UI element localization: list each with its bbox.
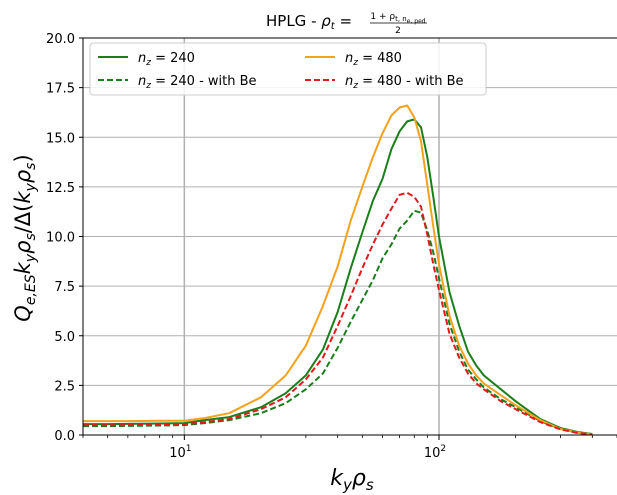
chart-title: HPLG - ρt = 1 + ρt, ne, ped 2 — [266, 12, 427, 36]
legend-entry-nz240-be: nz = 240 - with Be — [98, 74, 257, 91]
y-tick-label: 10.0 — [46, 231, 75, 246]
y-tick-label: 2.5 — [54, 379, 75, 394]
xlabel-rho-sub: s — [366, 476, 374, 494]
legend-label-nz240: nz = 240 — [138, 51, 195, 68]
ylabel-Q-sub: e,ES — [23, 274, 39, 305]
legend-label-nz480: nz = 480 — [345, 51, 402, 68]
series-line-3 — [83, 191, 593, 436]
legend-label-nz240-be: nz = 240 - with Be — [138, 74, 257, 91]
xlabel-rho: ρ — [352, 466, 366, 491]
ylabel-k-sub: y — [23, 253, 39, 263]
ylabel-Q: Q — [11, 305, 35, 322]
ticks-layer: 0.0 2.5 5.0 7.5 10.0 12.5 15.0 17.5 20.0 101 102 — [46, 32, 617, 461]
legend-entry-nz240: nz = 240 — [98, 51, 195, 68]
xlabel-k: k — [330, 466, 344, 491]
svg-text:1 + ρt, ne, ped: 1 + ρt, ne, ped — [370, 12, 425, 25]
legend-label-nz480-be: nz = 480 - with Be — [345, 74, 464, 91]
legend: nz = 240 nz = 240 - with Be nz = 480 nz … — [89, 42, 487, 96]
y-tick-label: 15.0 — [46, 131, 75, 146]
legend-entry-nz480: nz = 480 — [305, 51, 402, 68]
xlabel-k-sub: y — [342, 476, 353, 494]
ylabel-k2: k — [11, 191, 35, 204]
title-equals: = — [335, 12, 352, 30]
ylabel-rho: ρ — [11, 240, 35, 254]
title-prefix: HPLG - — [266, 12, 321, 30]
x-tick-label: 102 — [424, 444, 446, 461]
x-axis-label: kyρs — [330, 466, 374, 494]
title-rho: ρ — [321, 12, 331, 30]
ylabel-rho-sub: s — [23, 233, 39, 240]
series-layer — [83, 104, 593, 436]
title-denominator: 2 — [395, 26, 401, 36]
title-numerator: 1 + ρ — [370, 12, 395, 22]
ylabel-rho2-sub: s — [23, 163, 39, 170]
y-tick-label: 17.5 — [46, 82, 75, 97]
y-tick-label: 12.5 — [46, 181, 75, 196]
legend-entry-nz480-be: nz = 480 - with Be — [305, 74, 464, 91]
y-axis-label: Qe,ESkyρs/Δ(kyρs) — [11, 154, 39, 321]
series-line-0 — [83, 118, 593, 435]
y-tick-label: 20.0 — [46, 32, 75, 47]
title-rho-sub: t — [331, 21, 336, 32]
title-numerator-sub: t, n — [395, 15, 407, 23]
ylabel-end: ) — [11, 154, 35, 162]
y-tick-label: 7.5 — [54, 280, 75, 295]
y-tick-label: 5.0 — [54, 330, 75, 345]
series-line-2 — [83, 104, 593, 436]
y-tick-label: 0.0 — [54, 429, 75, 444]
ylabel-k2-sub: y — [23, 182, 39, 192]
title-numerator-subsub: e, ped — [407, 18, 426, 25]
ylabel-k: k — [11, 261, 35, 274]
legend-box — [89, 42, 487, 96]
ylabel-mid: /Δ( — [11, 204, 35, 234]
x-tick-label: 101 — [169, 444, 191, 461]
svg-text:HPLG - ρt =: HPLG - ρt = — [266, 12, 352, 32]
ylabel-rho2: ρ — [11, 169, 35, 183]
